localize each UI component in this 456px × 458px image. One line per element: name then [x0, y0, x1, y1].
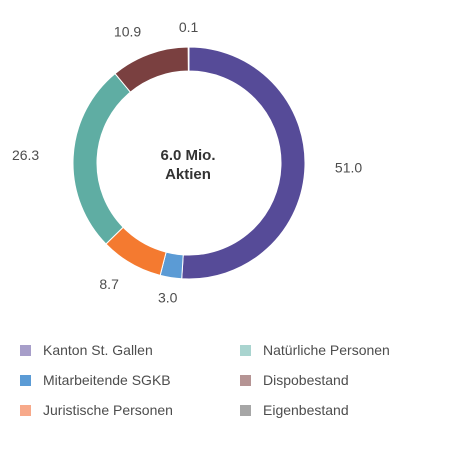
legend-label: Kanton St. Gallen — [43, 342, 153, 358]
donut-center-label: 6.0 Mio. Aktien — [113, 146, 263, 184]
value-label-natuerliche: 26.3 — [12, 147, 39, 163]
legend-item-natuerliche: Natürliche Personen — [240, 342, 390, 358]
legend-swatch — [20, 344, 31, 356]
legend-label: Eigenbestand — [263, 402, 349, 418]
legend-swatch — [20, 404, 31, 416]
slice-dispobestand — [114, 46, 189, 93]
legend-item-mitarbeitende: Mitarbeitende SGKB — [20, 372, 171, 388]
legend-label: Juristische Personen — [43, 402, 173, 418]
legend-swatch — [20, 374, 31, 386]
slice-kanton — [181, 46, 306, 280]
legend-item-dispobestand: Dispobestand — [240, 372, 349, 388]
value-label-kanton: 51.0 — [335, 160, 362, 176]
slices-group — [72, 46, 306, 280]
donut-chart: 51.0 3.0 8.7 26.3 10.9 0.1 — [12, 19, 362, 305]
center-label-line-1: 6.0 Mio. — [160, 147, 216, 164]
value-label-mitarbeitende: 3.0 — [158, 289, 178, 305]
slice-eigenbestand — [187, 46, 190, 72]
legend-item-kanton: Kanton St. Gallen — [20, 342, 153, 358]
legend-swatch — [240, 374, 251, 386]
value-label-dispobestand: 10.9 — [114, 23, 141, 39]
value-label-juristische: 8.7 — [99, 276, 119, 292]
value-labels-group: 51.0 3.0 8.7 26.3 10.9 0.1 — [12, 19, 362, 305]
legend-item-eigenbestand: Eigenbestand — [240, 402, 349, 418]
value-label-eigenbestand: 0.1 — [179, 19, 199, 35]
legend-label: Mitarbeitende SGKB — [43, 372, 171, 388]
legend-swatch — [240, 404, 251, 416]
legend-label: Dispobestand — [263, 372, 349, 388]
legend-item-juristische: Juristische Personen — [20, 402, 173, 418]
center-label-line-2: Aktien — [165, 166, 211, 183]
legend-swatch — [240, 344, 251, 356]
legend-label: Natürliche Personen — [263, 342, 390, 358]
